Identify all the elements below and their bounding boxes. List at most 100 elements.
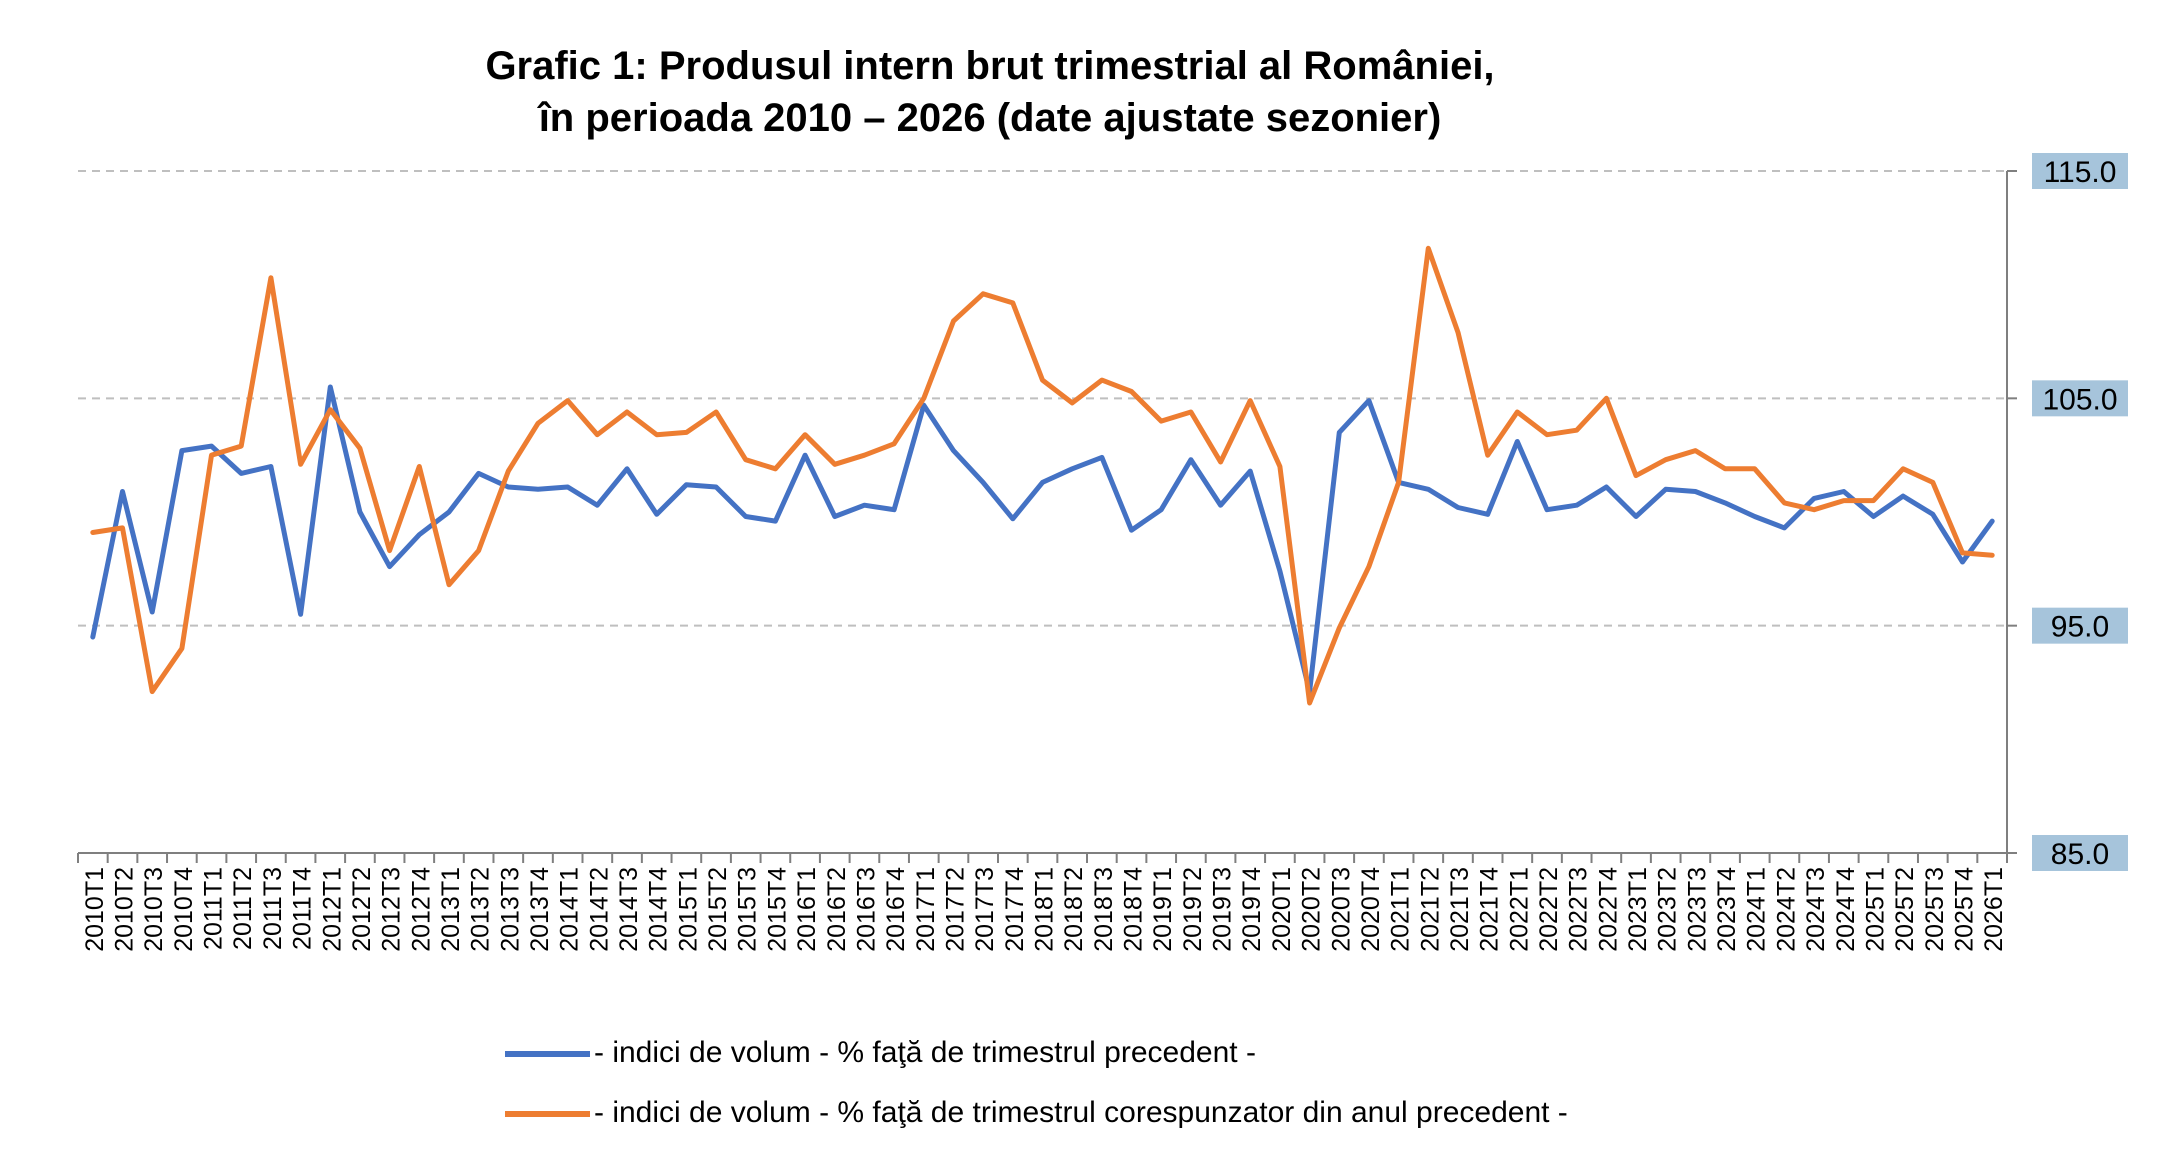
legend-swatch-blue	[505, 1051, 590, 1058]
x-tick-label: 2024T3	[1802, 867, 1830, 952]
data-point-series-1	[833, 462, 837, 466]
x-tick-label: 2014T1	[556, 867, 584, 952]
data-point-series-1	[1812, 508, 1816, 512]
data-point-series-0	[239, 471, 243, 475]
x-tick-label: 2015T2	[704, 867, 732, 952]
data-point-series-1	[684, 430, 688, 434]
data-point-series-0	[1634, 515, 1638, 518]
data-point-series-1	[1575, 428, 1579, 432]
x-tick-label: 2022T3	[1565, 867, 1593, 952]
series-line-1	[90, 245, 1995, 706]
data-point-series-0	[388, 565, 392, 569]
data-point-series-0	[269, 465, 273, 468]
data-point-series-1	[1634, 474, 1638, 478]
data-point-series-0	[655, 512, 659, 516]
data-point-series-0	[1812, 496, 1816, 500]
data-point-series-1	[714, 410, 718, 414]
data-point-series-1	[417, 465, 421, 468]
data-point-series-1	[744, 458, 748, 462]
data-point-series-1	[566, 399, 570, 403]
data-point-series-1	[803, 433, 807, 437]
x-tick-label: 2020T1	[1268, 867, 1296, 952]
data-point-series-0	[1931, 512, 1935, 516]
x-tick-label: 2014T4	[645, 867, 673, 952]
data-point-series-1	[1872, 499, 1875, 503]
y-tick-label-bg	[2032, 380, 2128, 417]
y-tick-label: 85.0	[2051, 838, 2109, 871]
y-tick-label: 105.0	[2042, 383, 2117, 416]
x-tick-label: 2025T3	[1921, 867, 1949, 952]
x-tick-label: 2016T1	[793, 867, 821, 952]
x-tick-label: 2018T2	[1060, 867, 1088, 952]
x-tick-label: 2019T3	[1209, 867, 1237, 952]
x-tick-label: 2019T1	[1149, 867, 1177, 952]
data-point-series-0	[1723, 501, 1727, 505]
axes	[77, 170, 2017, 863]
data-point-series-1	[981, 292, 985, 296]
x-tick-label: 2013T3	[496, 867, 524, 952]
legend-label-series-0: - indici de volum - % faţă de trimestrul…	[594, 1036, 1256, 1069]
data-point-series-1	[1723, 467, 1727, 471]
data-point-series-1	[1990, 553, 1994, 557]
x-tick-label: 2014T3	[615, 867, 643, 952]
data-point-series-0	[506, 485, 510, 489]
x-tick-label: 2023T2	[1654, 867, 1682, 952]
chart-title-line2: în perioada 2010 – 2026 (date ajustate s…	[538, 96, 1442, 140]
data-point-series-1	[1308, 701, 1312, 705]
data-point-series-0	[862, 503, 866, 507]
data-point-series-0	[1872, 515, 1875, 518]
data-point-series-1	[1426, 246, 1430, 250]
data-point-series-1	[239, 444, 243, 448]
x-tick-label: 2011T4	[289, 867, 317, 950]
data-point-series-1	[1753, 467, 1757, 471]
data-point-series-0	[1961, 560, 1964, 564]
x-tick-label: 2018T4	[1120, 867, 1148, 952]
gridlines	[78, 170, 2007, 627]
data-point-series-1	[595, 433, 599, 437]
data-point-series-1	[1189, 410, 1193, 414]
x-tick-label: 2019T4	[1238, 867, 1266, 952]
data-point-series-1	[447, 583, 451, 587]
data-point-series-1	[1545, 433, 1549, 437]
x-tick-label: 2020T2	[1298, 867, 1326, 952]
data-point-series-0	[1367, 399, 1371, 403]
y-tick-label-bg	[2032, 835, 2128, 871]
data-point-series-0	[1248, 469, 1252, 473]
data-point-series-0	[1011, 517, 1015, 521]
x-tick-label: 2023T4	[1713, 867, 1741, 952]
x-tick-label: 2025T2	[1891, 867, 1919, 952]
data-point-series-0	[892, 508, 896, 512]
data-point-series-0	[299, 612, 303, 616]
data-point-series-1	[1456, 330, 1460, 334]
data-point-series-1	[1961, 551, 1964, 555]
x-tick-label: 2017T1	[912, 867, 940, 952]
chart-title: Grafic 1: Produsul intern brut trimestri…	[300, 40, 1680, 144]
data-point-series-0	[1070, 467, 1074, 471]
data-point-series-0	[1426, 487, 1430, 491]
data-point-series-0	[417, 533, 421, 537]
data-point-series-0	[1753, 515, 1757, 518]
series-line-0	[90, 384, 1995, 695]
data-point-series-0	[833, 515, 837, 518]
data-point-series-0	[566, 485, 570, 489]
data-point-series-1	[269, 276, 273, 280]
series-lines	[90, 245, 1995, 706]
data-point-series-0	[358, 510, 362, 514]
data-point-series-0	[1693, 490, 1697, 493]
data-point-series-1	[1337, 626, 1341, 630]
data-point-series-1	[1130, 390, 1133, 393]
data-point-series-0	[922, 403, 926, 407]
legend-item-series-0: - indici de volum - % faţă de trimestrul…	[505, 1036, 1256, 1070]
data-point-series-0	[1515, 440, 1519, 443]
data-point-series-1	[299, 462, 303, 466]
legend-swatch-orange	[505, 1111, 590, 1118]
x-tick-label: 2012T3	[378, 867, 406, 952]
data-point-series-0	[1901, 494, 1905, 498]
y-tick-label: 115.0	[2044, 156, 2117, 189]
data-point-series-0	[625, 467, 629, 471]
data-point-series-1	[952, 319, 955, 323]
x-tick-label: 2019T2	[1179, 867, 1207, 952]
data-point-series-1	[1100, 378, 1104, 382]
data-point-series-0	[595, 503, 599, 507]
x-tick-label: 2010T4	[170, 867, 198, 952]
